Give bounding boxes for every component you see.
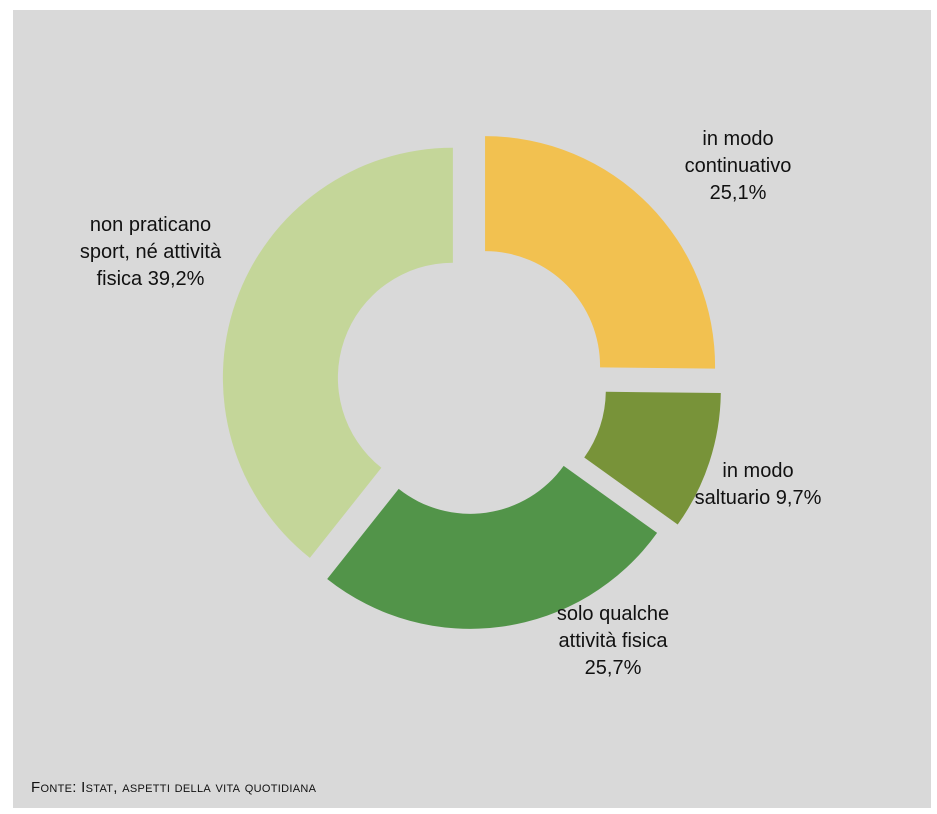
donut-slice-4 [222,147,453,558]
source-note: Fonte: Istat, aspetti della vita quotidi… [31,779,317,796]
donut-slice-1 [485,136,716,369]
label-qualche-attivita: solo qualche attività fisica 25,7% [556,603,670,679]
donut-slice-2 [584,391,721,525]
chart-panel: in modo continuativo 25,1% in modo saltu… [13,10,931,808]
label-non-praticano: non praticano sport, né attività fisica … [79,214,222,290]
label-continuativo: in modo continuativo 25,1% [684,128,792,204]
donut-slice-3 [327,465,658,629]
donut-chart [222,136,721,629]
label-saltuario: in modo saltuario 9,7% [694,460,822,509]
